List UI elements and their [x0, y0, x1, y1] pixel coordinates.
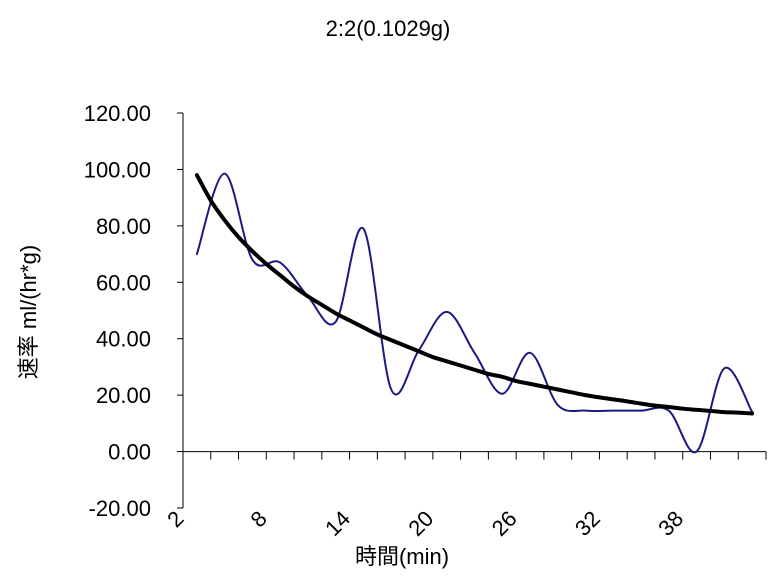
- y-tick-label: 40.00: [96, 327, 151, 352]
- x-tick-label: 20: [403, 506, 438, 541]
- series-layer: [194, 172, 755, 454]
- y-tick-label: 20.00: [96, 383, 151, 408]
- trend-line: [194, 173, 755, 416]
- y-tick-labels: 120.00 100.00 80.00 60.00 40.00 20.00 0.00 -20.…: [84, 101, 183, 521]
- x-tick-label: 14: [320, 506, 355, 541]
- y-tick-label: 80.00: [96, 214, 151, 239]
- chart-title: 2:2(0.1029g): [326, 16, 451, 41]
- x-tick-label: 38: [653, 506, 688, 541]
- x-axis-label: 時間(min): [355, 544, 449, 569]
- data-series-line: [195, 172, 754, 454]
- y-tick-label: 100.00: [84, 157, 151, 182]
- y-tick-label: 0.00: [108, 440, 151, 465]
- x-tick-label: 26: [487, 506, 522, 541]
- x-tick-label: 32: [570, 506, 605, 541]
- y-tick-label: -20.00: [89, 496, 151, 521]
- x-tick-label: 2: [162, 506, 188, 532]
- y-tick-label: 60.00: [96, 270, 151, 295]
- x-tick-label: 8: [245, 506, 271, 532]
- y-tick-label: 120.00: [84, 101, 151, 126]
- y-axis-label: 速率 ml/(hr*g): [16, 245, 41, 379]
- x-tick-labels: 2 8 14 20 26 32 38: [162, 451, 767, 541]
